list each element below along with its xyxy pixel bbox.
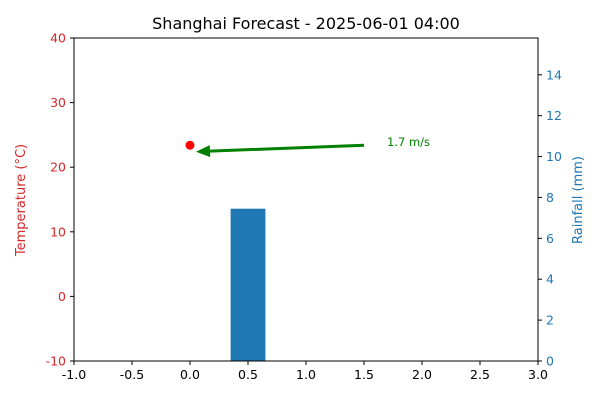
temperature-point — [185, 140, 195, 150]
chart-title: Shanghai Forecast - 2025-06-01 04:00 — [152, 14, 460, 33]
x-tick-label: 1.0 — [296, 367, 316, 382]
y-right-tick-label: 4 — [546, 272, 554, 287]
x-tick-label: 2.5 — [470, 367, 490, 382]
y-right-axis-label: Rainfall (mm) — [571, 156, 586, 244]
y-right-tick-label: 14 — [546, 67, 562, 82]
plot-area: -1.0 -0.5 0.0 0.5 1.0 1.5 2.0 2.5 3.0-1001020304… — [46, 31, 562, 383]
y-left-tick-label: 30 — [50, 95, 66, 110]
wind-arrow-shaft — [209, 143, 365, 153]
x-tick-label: -1.0 — [62, 367, 86, 382]
x-tick-label: 3.0 — [528, 367, 548, 382]
rain-bar — [230, 208, 266, 361]
x-tick-label: 0.5 — [238, 367, 258, 382]
y-left-tick-label: 20 — [50, 160, 66, 175]
y-right-tick-label: 8 — [546, 190, 554, 205]
x-tick-label: 0.0 — [180, 367, 200, 382]
y-right-tick-label: 6 — [546, 231, 554, 246]
x-tick-label: 1.5 — [354, 367, 374, 382]
y-left-tick-label: 40 — [50, 31, 66, 46]
y-right-tick-label: 0 — [546, 354, 554, 369]
plot-frame — [73, 37, 539, 362]
x-tick-label: -0.5 — [120, 367, 144, 382]
y-left-tick-label: 0 — [58, 289, 66, 304]
wind-speed-label: 1.7 m/s — [387, 135, 430, 149]
y-left-tick-label: 10 — [50, 224, 66, 239]
y-right-tick-label: 2 — [546, 313, 554, 328]
y-left-axis-label: Temperature (°C) — [14, 144, 29, 257]
y-left-tick-label: -10 — [46, 354, 66, 369]
y-right-tick-label: 10 — [546, 149, 562, 164]
wind-arrow-head — [196, 145, 211, 158]
x-tick-label: 2.0 — [412, 367, 432, 382]
y-right-tick-label: 12 — [546, 108, 562, 123]
